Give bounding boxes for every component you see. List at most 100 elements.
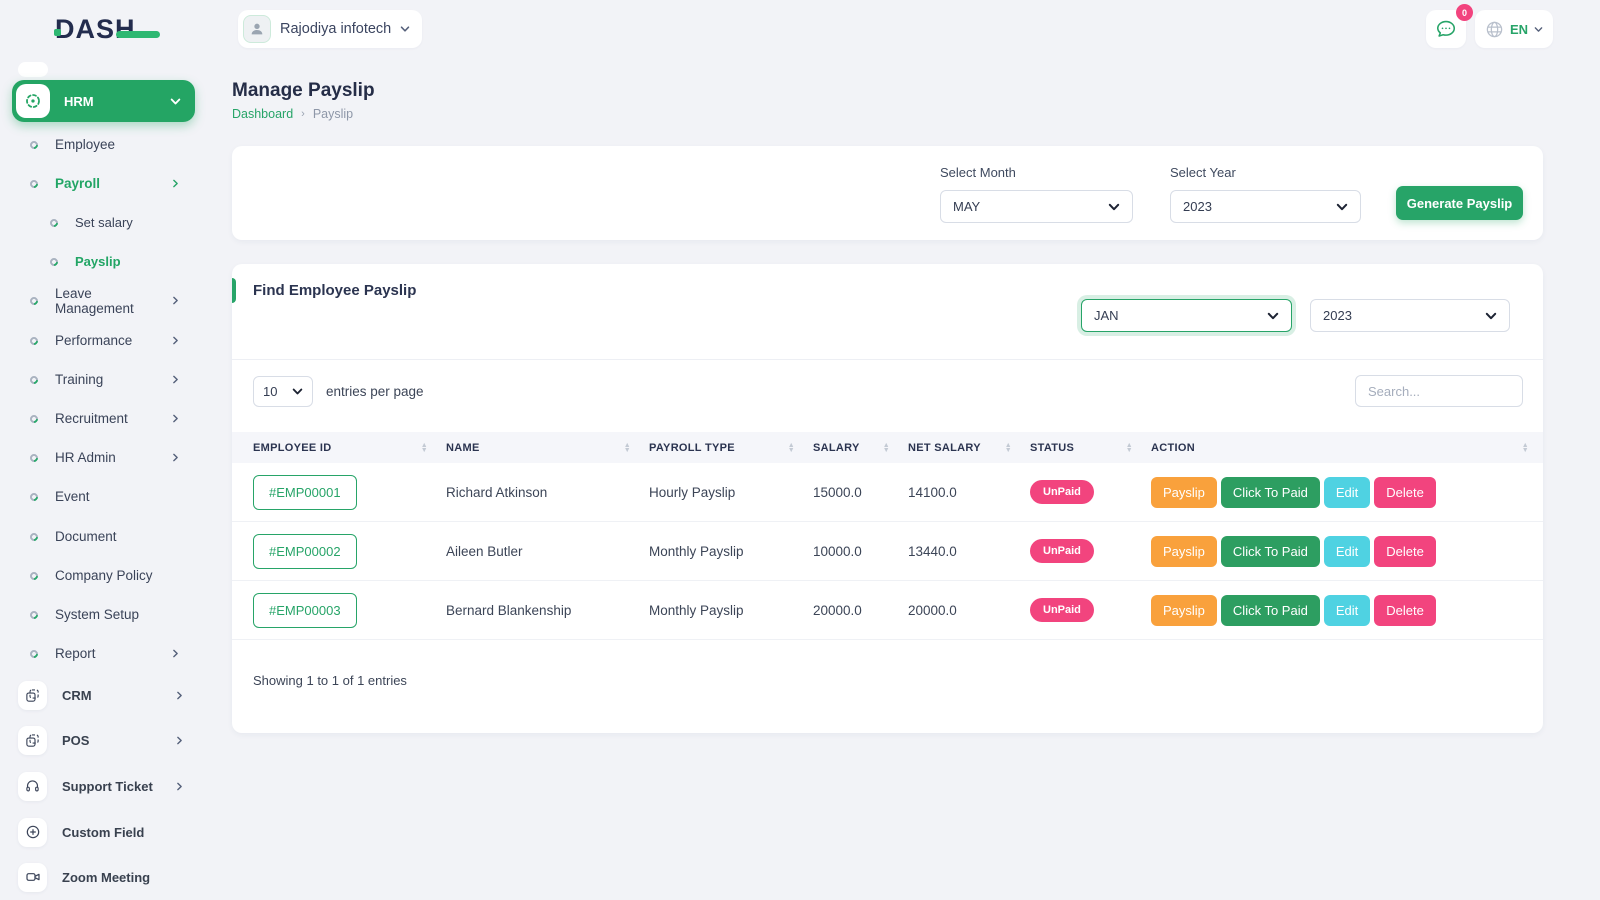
employee-id-chip[interactable]: #EMP00003 (253, 592, 357, 628)
click-to-paid-button[interactable]: Click To Paid (1220, 535, 1320, 567)
column-header-name: NAME ▲ ▼ (446, 441, 631, 454)
chevron-right-icon (175, 782, 184, 791)
edit-button[interactable]: Edit (1323, 535, 1371, 567)
sidebar-item-label: System Setup (55, 607, 140, 622)
chevron-right-icon (175, 736, 184, 745)
hrm-module-icon (26, 94, 40, 108)
sidebar-module-custom-field[interactable]: Custom Field (0, 810, 200, 854)
bullet-icon (28, 373, 40, 386)
sidebar-item-training[interactable]: Training (0, 360, 200, 399)
sort-icon[interactable]: ▲ ▼ (1125, 441, 1133, 454)
sidebar-item-leave-management[interactable]: Leave Management (0, 281, 200, 320)
select-year-label: Select Year (1170, 165, 1236, 180)
sidebar-item-recruitment[interactable]: Recruitment (0, 399, 200, 438)
chat-bubble-icon (1436, 20, 1456, 37)
salary-value: 15000.0 (813, 484, 862, 500)
chevron-down-icon (400, 24, 410, 34)
edit-button[interactable]: Edit (1323, 476, 1371, 508)
click-to-paid-button[interactable]: Click To Paid (1220, 594, 1320, 626)
bullet-icon (28, 608, 40, 621)
headset-icon (26, 779, 39, 791)
bullet-icon (28, 138, 40, 151)
year-select[interactable]: 2023 (1170, 190, 1361, 223)
entries-per-page-select[interactable]: 10 (253, 375, 313, 407)
chevron-down-icon (1485, 310, 1497, 322)
row-actions: Payslip Click To Paid Edit Delete (1151, 476, 1543, 508)
breadcrumb-current: Payslip (312, 107, 354, 121)
sidebar-module-hrm[interactable]: HRM (12, 80, 195, 122)
table-controls: 10 entries per page (253, 375, 1523, 407)
sidebar-item-label: Performance (55, 333, 133, 348)
brand-logo[interactable]: DASH (54, 14, 160, 45)
table-row: #EMP00002 Aileen Butler Monthly Payslip … (232, 522, 1543, 581)
sidebar-item-event[interactable]: Event (0, 477, 200, 516)
chevron-right-icon (175, 691, 184, 700)
bullet-icon (28, 177, 40, 190)
sidebar-item-employee[interactable]: Employee (0, 125, 200, 164)
employee-id-chip[interactable]: #EMP00001 (253, 474, 357, 510)
status-badge: UnPaid (1030, 539, 1094, 563)
search-input[interactable] (1355, 375, 1523, 407)
crm-icon-box (18, 680, 47, 710)
sidebar-item-label: Set salary (75, 215, 133, 230)
messages-button[interactable]: 0 (1426, 4, 1473, 48)
entries-value: 10 (263, 383, 278, 399)
sidebar-module-support-ticket[interactable]: Support Ticket (0, 764, 200, 808)
sort-icon[interactable]: ▲ ▼ (882, 441, 890, 454)
payslip-button[interactable]: Payslip (1151, 476, 1217, 508)
sidebar-item-report[interactable]: Report (0, 634, 200, 673)
sidebar-module-pos[interactable]: POS (0, 718, 200, 762)
chevron-down-icon (170, 96, 181, 107)
language-selector[interactable]: EN (1475, 10, 1554, 48)
entries-per-page-label: entries per page (326, 383, 424, 399)
find-month-select[interactable]: JAN (1081, 299, 1292, 332)
chevron-down-icon (1336, 201, 1348, 213)
delete-button[interactable]: Delete (1374, 594, 1436, 626)
edit-button[interactable]: Edit (1323, 594, 1371, 626)
sidebar-item-document[interactable]: Document (0, 517, 200, 556)
table-entries-summary: Showing 1 to 1 of 1 entries (253, 673, 407, 688)
sidebar-item-set-salary[interactable]: Set salary (0, 203, 200, 242)
sort-icon[interactable]: ▲ ▼ (1004, 441, 1012, 454)
column-header-status: STATUS ▲ ▼ (1030, 441, 1133, 454)
sort-icon[interactable]: ▲ ▼ (420, 441, 428, 454)
column-header-employee-id: EMPLOYEE ID ▲ ▼ (253, 441, 428, 454)
delete-button[interactable]: Delete (1374, 535, 1436, 567)
logo-dot-accent (54, 29, 61, 36)
breadcrumb-dashboard-link[interactable]: Dashboard (232, 107, 294, 121)
row-actions: Payslip Click To Paid Edit Delete (1151, 594, 1543, 626)
click-to-paid-button[interactable]: Click To Paid (1220, 476, 1320, 508)
delete-button[interactable]: Delete (1374, 476, 1436, 508)
payslip-button[interactable]: Payslip (1151, 535, 1217, 567)
sidebar-item-company-policy[interactable]: Company Policy (0, 556, 200, 595)
sidebar-item-payslip[interactable]: Payslip (0, 242, 200, 281)
column-header-payroll-type: PAYROLL TYPE ▲ ▼ (649, 441, 795, 454)
bullet-icon (28, 334, 40, 347)
card-accent-bar (232, 278, 236, 303)
brand-logo-text: DASH (55, 14, 136, 44)
select-month-label: Select Month (940, 165, 1016, 180)
sidebar-item-system-setup[interactable]: System Setup (0, 595, 200, 634)
column-header-net-salary: NET SALARY ▲ ▼ (908, 441, 1012, 454)
year-select-value: 2023 (1183, 199, 1212, 214)
company-switcher[interactable]: Rajodiya infotech (238, 10, 423, 48)
find-year-select[interactable]: 2023 (1310, 299, 1510, 332)
sidebar-item-label: Event (55, 489, 90, 504)
month-select[interactable]: MAY (940, 190, 1133, 223)
sort-icon[interactable]: ▲ ▼ (787, 441, 795, 454)
find-year-value: 2023 (1323, 308, 1352, 323)
sidebar-item-performance[interactable]: Performance (0, 321, 200, 360)
sidebar-module-zoom-meeting[interactable]: Zoom Meeting (0, 855, 200, 899)
generate-payslip-button[interactable]: Generate Payslip (1396, 186, 1523, 220)
sidebar-item-hr-admin[interactable]: HR Admin (0, 438, 200, 477)
sort-icon[interactable]: ▲ ▼ (623, 441, 631, 454)
sidebar-module-crm[interactable]: CRM (0, 673, 200, 717)
bullet-icon (28, 647, 40, 660)
payslip-button[interactable]: Payslip (1151, 594, 1217, 626)
bullet-icon (28, 294, 40, 307)
employee-id-chip[interactable]: #EMP00002 (253, 533, 357, 569)
sort-icon[interactable]: ▲ ▼ (1521, 441, 1529, 454)
bullet-icon (28, 412, 40, 425)
sidebar-item-payroll[interactable]: Payroll (0, 164, 200, 203)
chevron-right-icon (171, 375, 180, 384)
